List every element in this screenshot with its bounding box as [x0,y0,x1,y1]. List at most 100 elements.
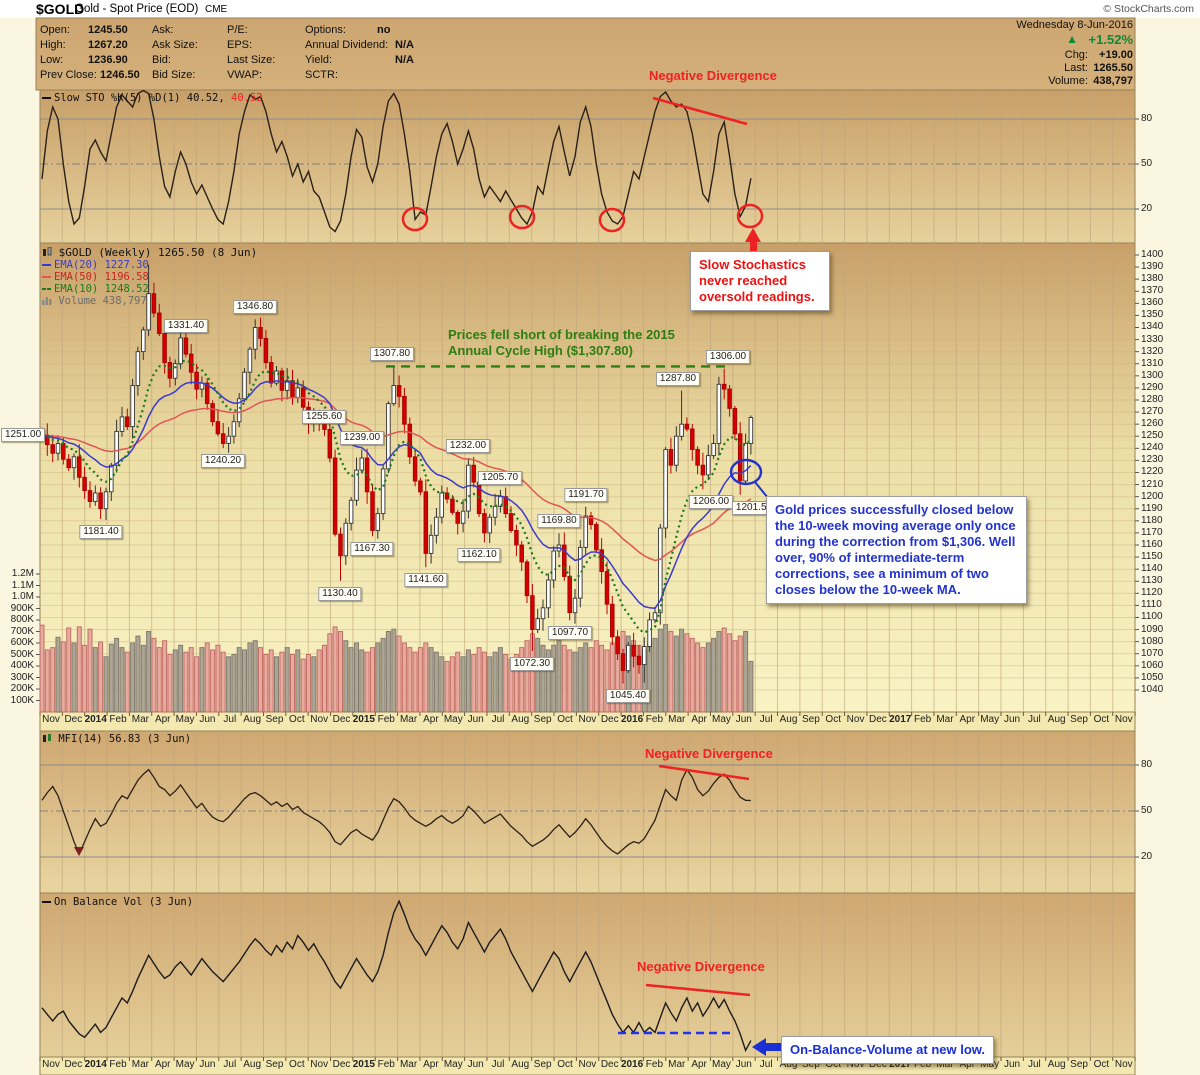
date-axis-2-month: Jul [759,1059,773,1070]
date-axis-2-month: 2014 [84,1059,107,1070]
candle [98,487,103,520]
candle [167,356,173,388]
cycle-high-line2: Annual Cycle High ($1,307.80) [448,343,633,358]
sto-divergence-trendline [652,96,748,126]
price-axis-tick: 1070 [1141,647,1164,659]
candle [498,489,503,513]
date-axis-1-month: Nov [42,714,60,725]
candle [732,406,738,441]
price-callout-label: 1072.30 [509,657,555,671]
candle [514,524,519,557]
price-callout-label: 1181.40 [79,525,123,539]
candle [610,595,615,645]
candle [679,390,684,441]
candle [375,507,381,539]
price-axis-tick: 1090 [1141,623,1164,635]
candle [466,458,471,519]
volume-axis-tick: 200K [10,683,34,694]
candle [226,427,231,453]
price-axis-tick: 1320 [1141,345,1164,357]
date-axis-2-month: 2016 [620,1059,644,1070]
main-legend: $GOLD (Weekly) 1265.50 (8 Jun) [42,246,257,259]
yield-label: Yield: [305,54,333,66]
candle [178,332,183,370]
price-axis-tick: 1160 [1141,538,1163,550]
date-axis-1-month: Mar [399,714,418,725]
prev-close-label: Prev Close: [40,69,97,81]
options-label: Options: [305,24,346,36]
date-axis-2-month: Jun [199,1059,216,1070]
date-axis-1-month: May [175,714,195,725]
candle [434,508,439,544]
candle [274,366,279,386]
candle [370,484,375,537]
candle [236,393,242,428]
mfi-legend: MFI(14) 56.83 (3 Jun) [42,733,191,745]
date-axis-2-month: Jun [1003,1059,1021,1070]
vwap-label: VWAP: [227,69,263,81]
candle [428,524,434,564]
date-axis-2-month: Apr [959,1059,976,1070]
date-axis-1-month: Nov [578,714,597,725]
date-axis-2-month: May [175,1059,195,1070]
candle [620,648,626,684]
options-value: no [377,24,391,36]
ema10-dash-swatch [42,288,46,290]
date-axis-1-month: Feb [377,714,395,725]
ema10-legend: EMA(10) 1248.52 [42,283,149,295]
date-axis-1-month: Sep [265,714,284,725]
date-axis-1-month: Aug [779,714,798,725]
price-axis-tick: 1180 [1141,514,1163,526]
candle [578,539,583,608]
date-axis-2-month: Jul [223,1059,237,1070]
obv-line [41,899,752,1053]
date-axis-2-month: Jun [467,1059,484,1070]
date-axis-1-month: 2017 [889,714,912,725]
price-callout-label: 1097.70 [547,626,593,640]
date-axis-2-month: Aug [1047,1059,1066,1070]
candle [721,368,727,400]
date-axis-1-month: May [712,714,731,725]
date-axis-1-month: Jun [1003,714,1021,725]
candle [748,415,754,455]
candle [82,466,87,499]
dividend-label: Annual Dividend: [305,39,389,51]
mfi-axis-tick: 50 [1141,805,1153,816]
date-axis-1-month: Dec [332,714,351,725]
candle [695,446,700,475]
volume-axis-tick: 900K [10,602,34,614]
cycle-high-line1: Prices fell short of breaking the 2015 [448,327,675,342]
exchange: CME [205,4,228,15]
price-axis-tick: 1330 [1141,333,1164,345]
candle [71,453,77,480]
chg-label: Chg: [1064,49,1088,61]
price-axis-tick: 1240 [1141,442,1164,454]
date-axis-2-month: 2017 [889,1059,912,1070]
high-label: High: [40,39,66,51]
candle [700,452,706,490]
candle [535,608,540,633]
sto-oversold-circle [401,206,429,232]
candle [492,493,498,526]
date-axis-2-month: Feb [913,1059,932,1070]
header-volume-value: 438,797 [1093,75,1133,87]
date-axis-2-month: Jul [1027,1059,1041,1070]
volume-axis-tick: 1.1M [11,579,34,591]
sto-axis-tick: 20 [1141,203,1153,214]
price-callout-label: 1130.40 [318,587,362,601]
date-axis-1-month: Oct [557,714,573,725]
date-axis-2-month: Apr [154,1059,171,1070]
price-axis-tick: 1080 [1141,635,1164,647]
date-axis-1-month: 2014 [84,714,107,725]
date-axis-1-month: Aug [243,714,262,725]
date-axis-1-month: May [980,714,1000,725]
volume-bars-icon [42,297,52,305]
ma-close-circle [729,458,763,486]
stockcharts-credit-link[interactable]: © StockCharts.com [1103,3,1194,15]
candle [519,540,524,572]
price-callout-label: 1206.00 [688,495,734,509]
price-axis-tick: 1150 [1141,551,1163,563]
obv-panel-bg [39,892,1136,1058]
date-axis-2-month: Apr [423,1059,439,1070]
